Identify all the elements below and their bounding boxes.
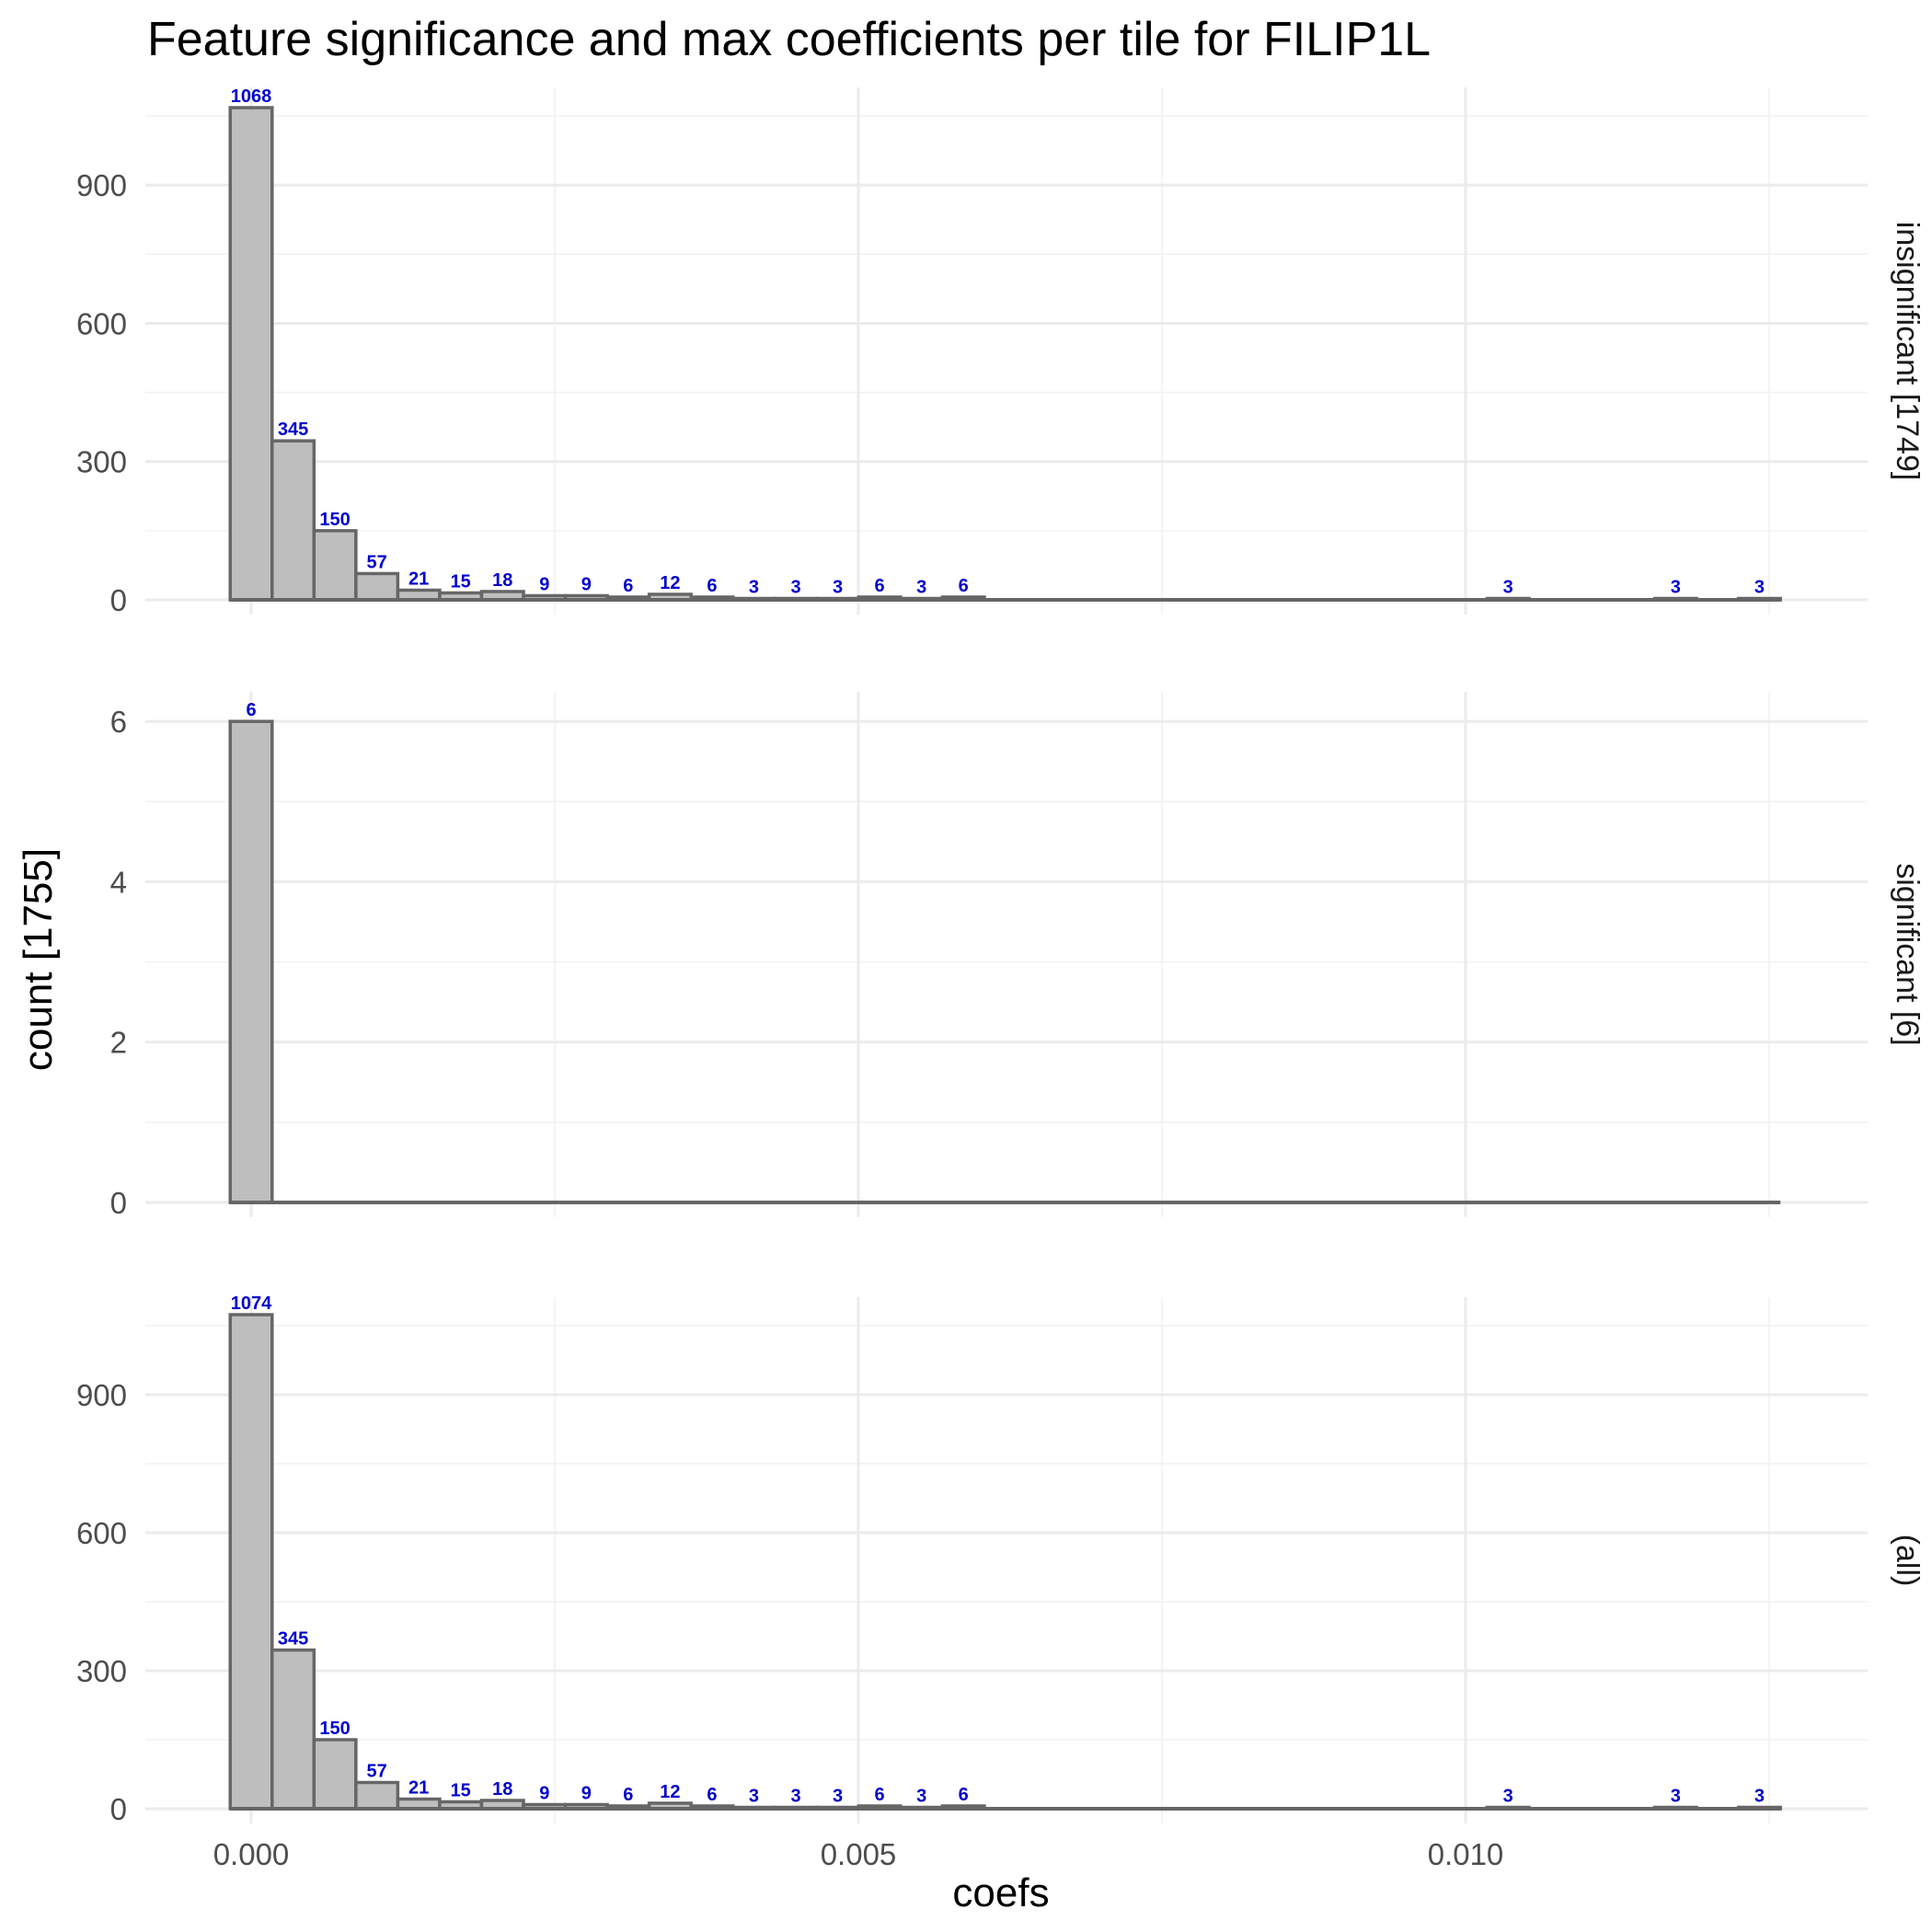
y-tick-label: 2 (110, 1026, 127, 1060)
facet-panel-3: 0 300 600 900 1074 345 150 57 21 15 18 9 9 6 12 6 3 3 3 6 3 6… (76, 1294, 1925, 1826)
chart-title: Feature significance and max coefficient… (147, 13, 1431, 66)
bar-count-label: 12 (660, 1782, 680, 1802)
y-tick-label: 0 (110, 1186, 127, 1220)
facet-strip-label: significant [6] (1890, 863, 1925, 1045)
facet-strip-label: insignificant [1749] (1890, 222, 1925, 481)
bar-count-label: 6 (707, 1785, 717, 1805)
bar-count-label: 9 (581, 574, 592, 594)
bar-count-label: 6 (623, 576, 633, 596)
bar-count-label: 6 (623, 1785, 633, 1805)
y-tick-label: 600 (76, 1516, 127, 1550)
bar-count-label: 3 (916, 577, 926, 597)
histogram-bar (228, 106, 274, 602)
bar-count-label: 3 (749, 1787, 759, 1807)
bar-count-label: 150 (319, 1719, 350, 1739)
y-tick-label: 900 (76, 168, 127, 202)
y-tick-label: 6 (110, 705, 127, 739)
bar-count-label: 3 (1671, 577, 1681, 597)
bar-count-label: 9 (539, 1784, 549, 1804)
bar-count-label: 6 (875, 576, 885, 596)
y-tick-label: 300 (76, 1654, 127, 1688)
bar-count-label: 3 (833, 1787, 843, 1807)
bar-count-label: 21 (408, 1778, 429, 1799)
bar-count-label: 3 (1754, 1787, 1765, 1807)
bar-count-label: 6 (246, 700, 256, 720)
histogram-bar (312, 529, 358, 602)
y-axis-title: count [1755] (16, 848, 61, 1071)
facet-strip-label: (all) (1890, 1535, 1925, 1587)
bar-count-label: 345 (278, 420, 308, 440)
bar-count-label: 9 (581, 1784, 592, 1804)
bar-count-label: 21 (408, 569, 429, 589)
facet-panel-1: 0 300 600 900 1068 345 150 57 21 15 18 9 9 6 12 6 3 3 3 6 3 6… (76, 86, 1925, 617)
histogram-bar (354, 1780, 400, 1811)
y-tick-label: 0 (110, 1792, 127, 1826)
bar-count-label: 57 (366, 552, 386, 572)
bar-count-label: 3 (1754, 577, 1765, 597)
bar-count-label: 3 (1503, 577, 1513, 597)
bar-count-label: 1074 (231, 1294, 272, 1314)
x-axis: 0.000 0.005 0.010 (213, 1837, 1504, 1871)
bar-count-label: 3 (916, 1787, 926, 1807)
histogram-bar (312, 1738, 358, 1811)
bar-count-label: 6 (959, 576, 969, 596)
bar-count-label: 3 (833, 577, 843, 597)
bar-count-label: 12 (660, 573, 680, 593)
bar-count-label: 3 (1671, 1787, 1681, 1807)
histogram-bar (270, 1648, 316, 1811)
histogram-bar (354, 571, 400, 602)
x-tick-label: 0.000 (213, 1837, 290, 1871)
y-tick-label: 0 (110, 583, 127, 617)
bar-count-label: 9 (539, 574, 549, 594)
bar-count-label: 18 (492, 570, 512, 591)
bar-count-label: 345 (278, 1629, 308, 1650)
bar-count-label: 3 (1503, 1787, 1513, 1807)
y-tick-label: 300 (76, 445, 127, 479)
bar-count-label: 57 (366, 1762, 386, 1782)
bar-count-label: 15 (451, 1781, 471, 1801)
histogram-bar (270, 439, 316, 602)
histogram-bar (228, 1313, 274, 1811)
histogram-bar (228, 719, 274, 1204)
bar-count-label: 18 (492, 1779, 512, 1800)
x-axis-title: coefs (952, 1870, 1049, 1915)
bar-count-label: 150 (319, 510, 350, 530)
bar-count-label: 6 (707, 576, 717, 596)
bar-count-label: 15 (451, 571, 471, 592)
y-tick-label: 900 (76, 1378, 127, 1412)
bar-count-label: 3 (790, 577, 800, 597)
bar-count-label: 6 (959, 1785, 969, 1805)
y-tick-label: 600 (76, 306, 127, 340)
bar-count-label: 1068 (231, 86, 272, 107)
y-tick-label: 4 (110, 865, 127, 899)
bar-count-label: 3 (749, 577, 759, 597)
x-tick-label: 0.005 (821, 1837, 897, 1871)
bar-count-label: 6 (875, 1785, 885, 1805)
x-tick-label: 0.010 (1428, 1837, 1504, 1871)
bar-count-label: 3 (790, 1787, 800, 1807)
facet-panel-2: 0 2 4 6 6 significant [6] (110, 692, 1925, 1220)
